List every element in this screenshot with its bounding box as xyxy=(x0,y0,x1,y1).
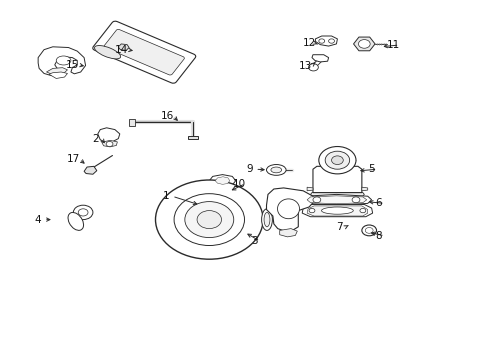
Ellipse shape xyxy=(94,46,121,59)
Circle shape xyxy=(358,40,369,48)
Polygon shape xyxy=(302,194,371,205)
Polygon shape xyxy=(306,206,367,216)
Polygon shape xyxy=(302,204,372,217)
Circle shape xyxy=(174,194,244,246)
Circle shape xyxy=(155,180,263,259)
Circle shape xyxy=(78,209,88,216)
Circle shape xyxy=(351,197,359,203)
Text: 12: 12 xyxy=(302,38,315,48)
Text: 16: 16 xyxy=(160,111,174,121)
Circle shape xyxy=(325,151,349,169)
Circle shape xyxy=(361,225,376,236)
Ellipse shape xyxy=(277,199,299,219)
FancyBboxPatch shape xyxy=(93,21,195,83)
Ellipse shape xyxy=(261,209,272,230)
Circle shape xyxy=(197,211,221,229)
Polygon shape xyxy=(215,177,229,184)
Polygon shape xyxy=(312,166,361,193)
Text: 3: 3 xyxy=(250,236,257,246)
Text: 4: 4 xyxy=(35,215,41,225)
Circle shape xyxy=(328,39,334,43)
Circle shape xyxy=(106,141,113,147)
Polygon shape xyxy=(102,140,117,147)
Polygon shape xyxy=(46,68,67,75)
Text: 7: 7 xyxy=(336,222,343,232)
Text: 10: 10 xyxy=(233,179,245,189)
Polygon shape xyxy=(38,47,85,76)
Text: 2: 2 xyxy=(92,134,99,144)
Text: 14: 14 xyxy=(114,45,128,55)
Circle shape xyxy=(365,228,372,233)
Polygon shape xyxy=(306,196,366,204)
FancyBboxPatch shape xyxy=(104,29,184,75)
Bar xyxy=(188,136,198,139)
Polygon shape xyxy=(315,36,337,46)
Circle shape xyxy=(308,208,314,213)
Polygon shape xyxy=(279,229,297,237)
Circle shape xyxy=(73,205,93,220)
Ellipse shape xyxy=(266,165,285,175)
Ellipse shape xyxy=(321,207,352,214)
Text: 9: 9 xyxy=(245,164,252,174)
Circle shape xyxy=(318,39,324,43)
Circle shape xyxy=(184,202,233,238)
Circle shape xyxy=(308,64,318,71)
Polygon shape xyxy=(84,166,97,174)
Polygon shape xyxy=(310,193,364,196)
Ellipse shape xyxy=(270,167,281,173)
Polygon shape xyxy=(98,128,120,142)
Text: 8: 8 xyxy=(375,231,382,241)
Polygon shape xyxy=(306,187,312,191)
Text: 1: 1 xyxy=(163,191,169,201)
Text: 13: 13 xyxy=(298,60,312,71)
Circle shape xyxy=(331,156,343,165)
Text: 15: 15 xyxy=(65,60,79,70)
Text: 11: 11 xyxy=(386,40,400,50)
Polygon shape xyxy=(361,187,367,191)
Polygon shape xyxy=(209,175,235,186)
Text: 17: 17 xyxy=(66,154,80,164)
Bar xyxy=(129,119,135,126)
Polygon shape xyxy=(118,44,129,50)
Polygon shape xyxy=(353,37,374,51)
Text: 5: 5 xyxy=(367,164,374,174)
Ellipse shape xyxy=(56,56,71,65)
Polygon shape xyxy=(311,55,328,62)
Ellipse shape xyxy=(264,212,269,227)
Ellipse shape xyxy=(68,212,83,230)
Circle shape xyxy=(312,197,320,203)
Circle shape xyxy=(359,208,365,213)
Polygon shape xyxy=(49,72,67,78)
Circle shape xyxy=(318,147,355,174)
Polygon shape xyxy=(266,188,313,231)
Text: 6: 6 xyxy=(375,198,382,208)
